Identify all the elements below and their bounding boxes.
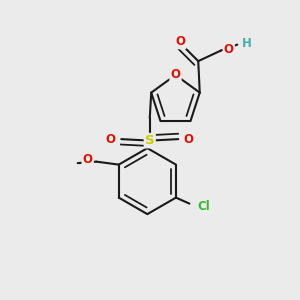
Text: O: O bbox=[175, 35, 185, 48]
Text: O: O bbox=[184, 133, 194, 146]
Text: H: H bbox=[242, 37, 252, 50]
Text: O: O bbox=[106, 133, 116, 146]
Text: O: O bbox=[224, 43, 234, 56]
Text: O: O bbox=[170, 68, 181, 82]
Text: S: S bbox=[145, 134, 154, 147]
Text: O: O bbox=[83, 153, 93, 166]
Text: Cl: Cl bbox=[198, 200, 211, 212]
